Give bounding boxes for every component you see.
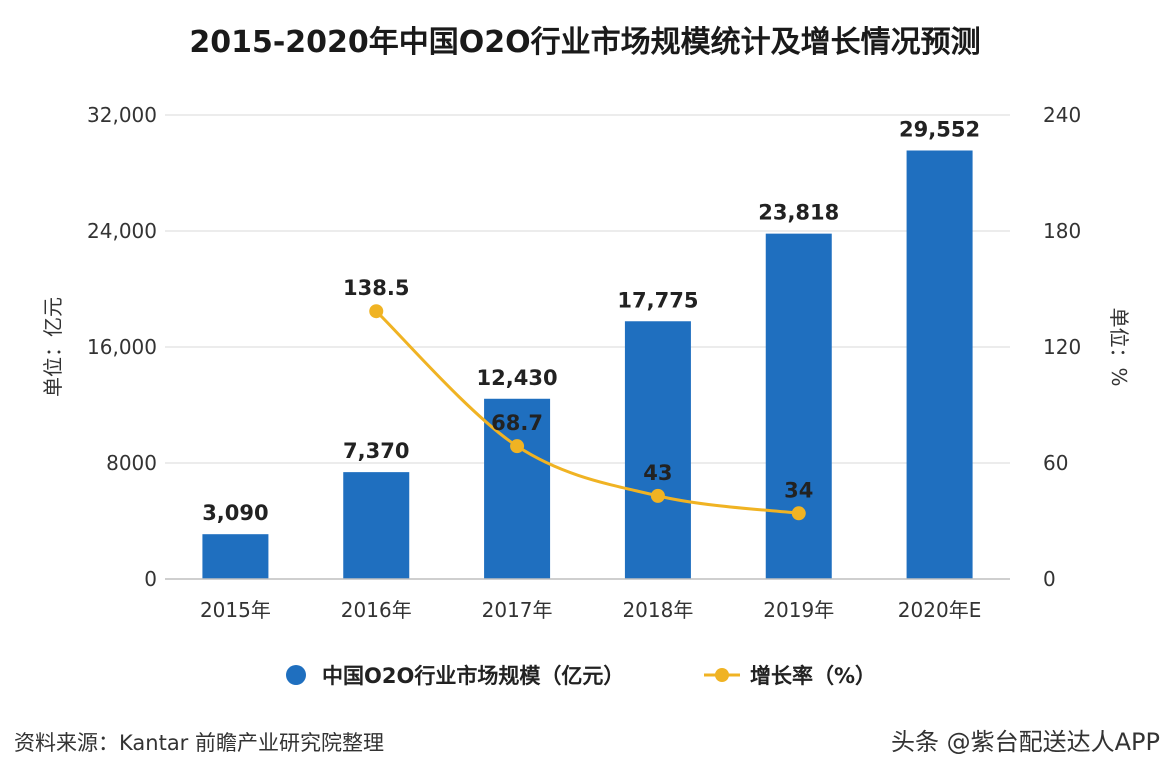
right-axis-tick-label: 0 xyxy=(1043,567,1056,591)
bar xyxy=(202,534,269,579)
right-axis-tick-label: 120 xyxy=(1043,335,1081,359)
legend-bar-marker xyxy=(286,665,306,685)
right-axis-title: 单位：% xyxy=(1107,307,1131,386)
growth-rate-point xyxy=(369,304,384,319)
source-note: 资料来源：Kantar 前瞻产业研究院整理 xyxy=(14,731,384,755)
growth-rate-point xyxy=(650,488,665,503)
left-axis-tick-label: 16,000 xyxy=(87,335,157,359)
bar xyxy=(343,472,410,579)
left-axis-tick-label: 0 xyxy=(144,567,157,591)
line-data-labels: 138.5 68.7 43 34 xyxy=(343,276,813,502)
gridlines xyxy=(165,114,1010,464)
bar-data-label: 7,370 xyxy=(343,439,409,463)
growth-rate-point xyxy=(510,439,525,454)
bar-data-label: 17,775 xyxy=(617,288,698,312)
growth-rate-label: 43 xyxy=(643,461,672,485)
right-axis-ticks: 0 60 120 180 240 xyxy=(1043,103,1081,591)
bar xyxy=(624,321,691,579)
right-axis-tick-label: 60 xyxy=(1043,451,1068,475)
growth-rate-line xyxy=(375,310,799,515)
left-axis-tick-label: 32,000 xyxy=(87,103,157,127)
legend: 中国O2O行业市场规模（亿元） 增长率（%） xyxy=(286,664,876,688)
x-axis-category-label: 2020年E xyxy=(898,598,982,622)
x-axis-category-label: 2019年 xyxy=(763,598,834,622)
growth-rate-label: 34 xyxy=(784,478,813,502)
growth-rate-label: 68.7 xyxy=(491,411,543,435)
growth-rate-label: 138.5 xyxy=(343,276,409,300)
left-axis-title: 单位：亿元 xyxy=(41,297,65,397)
left-axis-ticks: 0 8000 16,000 24,000 32,000 xyxy=(87,103,157,591)
x-axis-category-label: 2017年 xyxy=(482,598,553,622)
bar-data-label: 3,090 xyxy=(202,501,268,525)
bar xyxy=(906,150,973,579)
bar xyxy=(765,233,832,580)
legend-line-label: 增长率（%） xyxy=(750,664,876,688)
watermark-caption: 头条 @紫台配送达人APP xyxy=(891,728,1160,756)
x-axis-category-label: 2016年 xyxy=(341,598,412,622)
left-axis-tick-label: 24,000 xyxy=(87,219,157,243)
chart-title: 2015-2020年中国O2O行业市场规模统计及增长情况预测 xyxy=(189,25,980,60)
right-axis-tick-label: 180 xyxy=(1043,219,1081,243)
legend-bar-label: 中国O2O行业市场规模（亿元） xyxy=(322,664,624,688)
x-axis-category-label: 2018年 xyxy=(622,598,693,622)
bar-data-labels: 3,090 7,370 12,430 17,775 23,818 29,552 xyxy=(202,117,980,525)
legend-line-marker xyxy=(715,668,729,682)
right-axis-tick-label: 240 xyxy=(1043,103,1081,127)
left-axis-tick-label: 8000 xyxy=(106,451,157,475)
x-axis-category-label: 2015年 xyxy=(200,598,271,622)
growth-rate-point xyxy=(791,506,806,521)
bar-data-label: 29,552 xyxy=(899,117,980,141)
x-axis-categories: 2015年 2016年 2017年 2018年 2019年 2020年E xyxy=(200,598,981,622)
bar-data-label: 12,430 xyxy=(477,366,558,390)
line-series xyxy=(369,304,806,521)
bar-series xyxy=(202,150,973,580)
bar-data-label: 23,818 xyxy=(758,201,839,225)
